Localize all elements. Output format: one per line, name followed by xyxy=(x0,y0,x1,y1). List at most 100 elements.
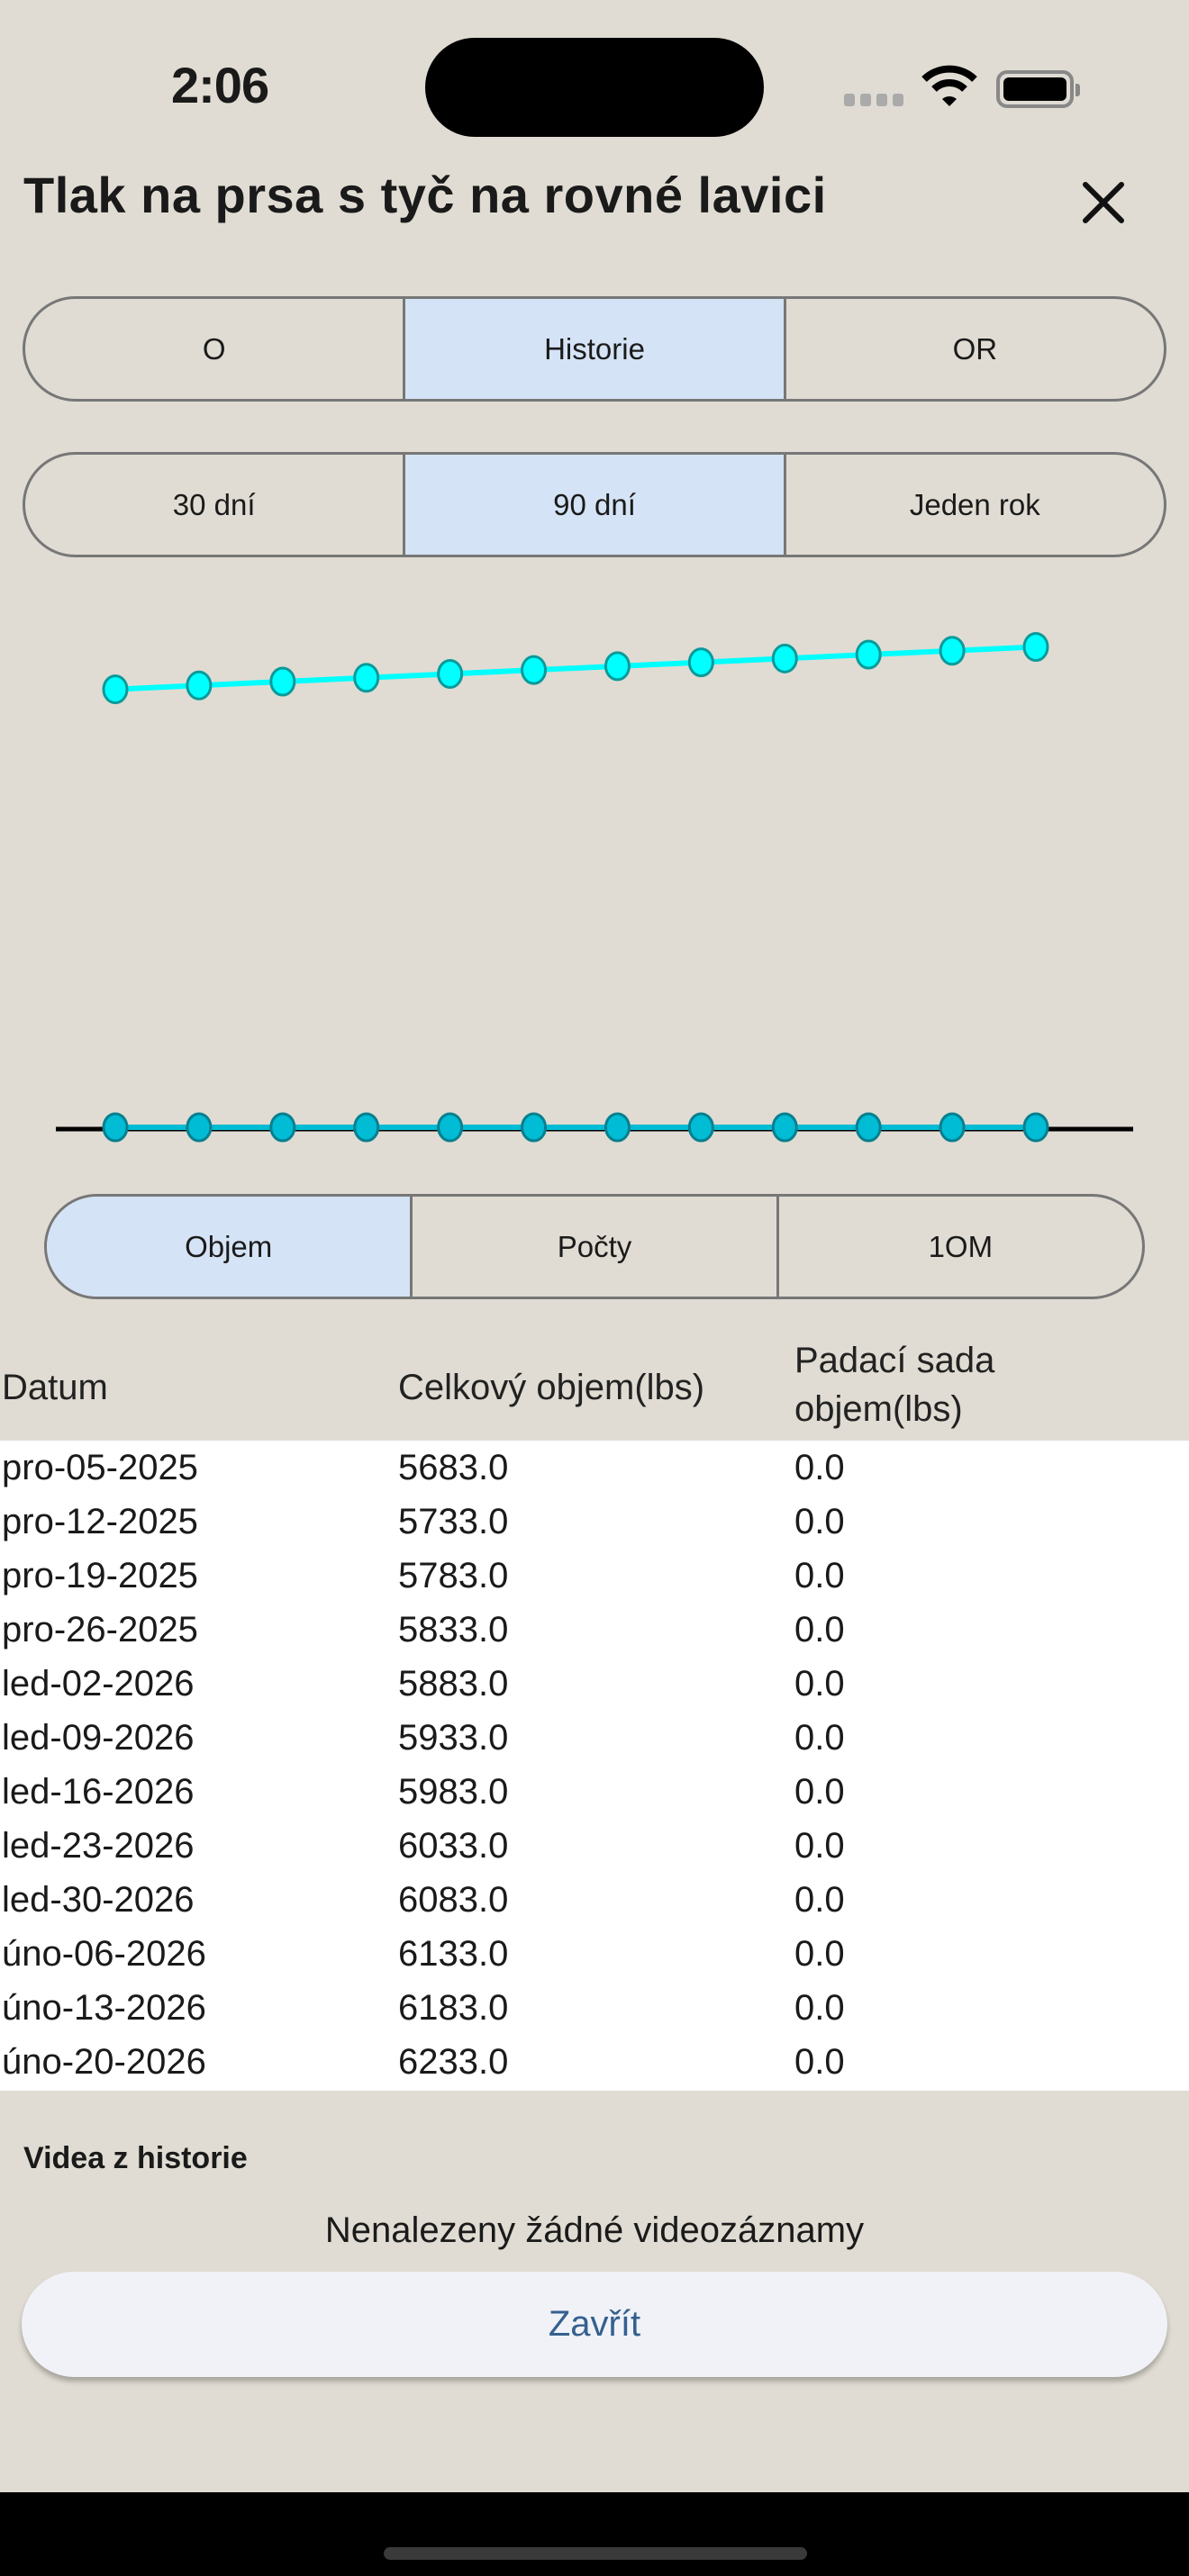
battery-icon xyxy=(996,70,1080,108)
cell-date: pro-12-2025 xyxy=(2,1502,198,1541)
data-point[interactable] xyxy=(353,663,380,693)
cell-total-volume: 5983.0 xyxy=(398,1772,509,1812)
table-row: led-16-2026 5983.0 0.0 xyxy=(0,1765,1189,1819)
cell-drop-set-volume: 0.0 xyxy=(794,1772,845,1812)
table-row: pro-19-2025 5783.0 0.0 xyxy=(0,1549,1189,1603)
data-point[interactable] xyxy=(771,643,798,673)
cell-date: pro-26-2025 xyxy=(2,1610,198,1650)
cell-date: úno-20-2026 xyxy=(2,2042,206,2082)
cell-drop-set-volume: 0.0 xyxy=(794,1826,845,1866)
status-time: 2:06 xyxy=(171,57,269,113)
cell-drop-set-volume: 0.0 xyxy=(794,1880,845,1920)
data-point[interactable] xyxy=(604,1112,631,1143)
cell-date: led-02-2026 xyxy=(2,1664,195,1704)
metric-tabs: Objem Počty 1OM xyxy=(44,1194,1145,1299)
header-drop-set-line1: Padací sada xyxy=(794,1341,995,1380)
cell-drop-set-volume: 0.0 xyxy=(794,1934,845,1974)
cell-total-volume: 5883.0 xyxy=(398,1664,509,1704)
data-point[interactable] xyxy=(102,1112,129,1143)
cell-date: led-09-2026 xyxy=(2,1718,195,1758)
data-point[interactable] xyxy=(1022,1112,1049,1143)
cell-total-volume: 6083.0 xyxy=(398,1880,509,1920)
tab-one-year[interactable]: Jeden rok xyxy=(783,455,1164,555)
header-total-volume: Celkový objem(lbs) xyxy=(398,1368,705,1407)
tab-1om[interactable]: 1OM xyxy=(776,1197,1142,1297)
cell-date: úno-13-2026 xyxy=(2,1988,206,2028)
data-point[interactable] xyxy=(604,651,631,682)
cell-date: led-16-2026 xyxy=(2,1772,195,1812)
tab-objem[interactable]: Objem xyxy=(47,1197,411,1297)
tab-90-days[interactable]: 90 dní xyxy=(403,455,784,555)
cell-total-volume: 6033.0 xyxy=(398,1826,509,1866)
data-point[interactable] xyxy=(855,1112,882,1143)
data-point[interactable] xyxy=(186,670,213,700)
cell-total-volume: 5733.0 xyxy=(398,1502,509,1541)
table-row: pro-05-2025 5683.0 0.0 xyxy=(0,1441,1189,1495)
cell-drop-set-volume: 0.0 xyxy=(794,1502,845,1541)
header-drop-set: Padací sada objem(lbs) xyxy=(794,1336,994,1433)
tab-30-days[interactable]: 30 dní xyxy=(172,487,256,521)
data-point[interactable] xyxy=(437,658,464,689)
data-point[interactable] xyxy=(269,666,296,697)
data-point[interactable] xyxy=(1022,631,1049,662)
close-icon[interactable] xyxy=(1072,171,1135,234)
cell-drop-set-volume: 0.0 xyxy=(794,1718,845,1758)
cell-drop-set-volume: 0.0 xyxy=(794,1610,845,1650)
tab-or[interactable]: OR xyxy=(783,299,1164,399)
cell-drop-set-volume: 0.0 xyxy=(794,1664,845,1704)
dynamic-island xyxy=(425,38,764,137)
home-indicator[interactable] xyxy=(384,2547,807,2560)
data-point[interactable] xyxy=(687,1112,714,1143)
cell-date: led-23-2026 xyxy=(2,1826,195,1866)
page-title: Tlak na prsa s tyč na rovné lavici xyxy=(23,167,827,223)
data-point[interactable] xyxy=(687,647,714,678)
wifi-icon xyxy=(921,65,977,106)
cell-drop-set-volume: 0.0 xyxy=(794,2042,845,2082)
cell-date: led-30-2026 xyxy=(2,1880,195,1920)
cell-total-volume: 5833.0 xyxy=(398,1610,509,1650)
main-tabs: O Historie OR xyxy=(23,296,1166,402)
data-point[interactable] xyxy=(939,636,966,666)
table-row: pro-12-2025 5733.0 0.0 xyxy=(0,1495,1189,1549)
cell-drop-set-volume: 0.0 xyxy=(794,1556,845,1595)
table-row: pro-26-2025 5833.0 0.0 xyxy=(0,1603,1189,1657)
header-date: Datum xyxy=(2,1368,108,1407)
data-point[interactable] xyxy=(855,639,882,670)
cell-drop-set-volume: 0.0 xyxy=(794,1448,845,1487)
tab-o[interactable]: O xyxy=(202,331,226,366)
range-tabs: 30 dní 90 dní Jeden rok xyxy=(23,452,1166,557)
cell-total-volume: 5683.0 xyxy=(398,1448,509,1487)
cell-date: pro-19-2025 xyxy=(2,1556,198,1595)
data-point[interactable] xyxy=(269,1112,296,1143)
volume-chart xyxy=(56,631,1133,1143)
table-row: led-23-2026 6033.0 0.0 xyxy=(0,1819,1189,1873)
series-line-0 xyxy=(114,644,1037,692)
cell-total-volume: 5933.0 xyxy=(398,1718,509,1758)
data-point[interactable] xyxy=(939,1112,966,1143)
cell-date: úno-06-2026 xyxy=(2,1934,206,1974)
data-point[interactable] xyxy=(771,1112,798,1143)
header-drop-set-line2: objem(lbs) xyxy=(794,1389,963,1429)
table-row: úno-13-2026 6183.0 0.0 xyxy=(0,1981,1189,2035)
table-row: led-02-2026 5883.0 0.0 xyxy=(0,1657,1189,1711)
data-point[interactable] xyxy=(186,1112,213,1143)
table-row: úno-20-2026 6233.0 0.0 xyxy=(0,2035,1189,2089)
cell-drop-set-volume: 0.0 xyxy=(794,1988,845,2028)
data-point[interactable] xyxy=(521,655,548,685)
table-row: led-09-2026 5933.0 0.0 xyxy=(0,1711,1189,1765)
data-point[interactable] xyxy=(521,1112,548,1143)
tab-historie[interactable]: Historie xyxy=(403,299,784,399)
tab-pocty[interactable]: Počty xyxy=(410,1197,776,1297)
data-point[interactable] xyxy=(102,674,129,705)
data-point[interactable] xyxy=(437,1112,464,1143)
cell-date: pro-05-2025 xyxy=(2,1448,198,1487)
cellular-icon xyxy=(844,94,903,106)
bottom-bar xyxy=(0,2492,1189,2576)
cell-total-volume: 6233.0 xyxy=(398,2042,509,2082)
history-table: pro-05-2025 5683.0 0.0 pro-12-2025 5733.0 0.0… xyxy=(0,1441,1189,2091)
videos-title: Videa z historie xyxy=(23,2141,248,2175)
data-point[interactable] xyxy=(353,1112,380,1143)
close-button[interactable]: Zavřít xyxy=(22,2272,1167,2377)
table-row: led-30-2026 6083.0 0.0 xyxy=(0,1873,1189,1927)
no-videos-message: Nenalezeny žádné videozáznamy xyxy=(324,2210,865,2250)
